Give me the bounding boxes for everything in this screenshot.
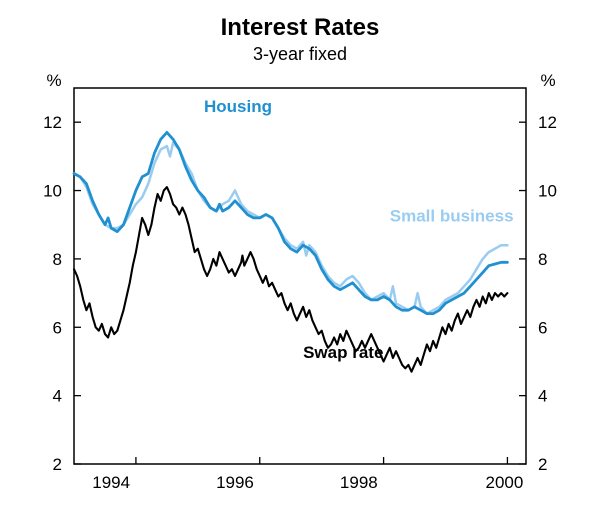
svg-text:8: 8 xyxy=(53,250,62,269)
svg-text:12: 12 xyxy=(43,113,62,132)
svg-text:12: 12 xyxy=(538,113,557,132)
svg-text:8: 8 xyxy=(538,250,547,269)
svg-text:2: 2 xyxy=(53,455,62,474)
svg-text:%: % xyxy=(46,71,61,90)
svg-text:Swap rate: Swap rate xyxy=(303,343,383,362)
svg-text:Small business: Small business xyxy=(390,206,514,225)
svg-text:10: 10 xyxy=(538,182,557,201)
svg-text:%: % xyxy=(540,71,555,90)
svg-text:10: 10 xyxy=(43,182,62,201)
svg-text:1994: 1994 xyxy=(92,473,130,492)
svg-text:4: 4 xyxy=(538,387,547,406)
svg-text:4: 4 xyxy=(53,387,62,406)
svg-text:Housing: Housing xyxy=(204,97,272,116)
svg-text:2000: 2000 xyxy=(486,473,524,492)
interest-rates-chart: Interest Rates 3-year fixed 224466881010… xyxy=(0,0,600,524)
svg-text:6: 6 xyxy=(53,318,62,337)
chart-svg: 2 2 4 4 6 6 8 8 10 10 12 12 1994 1996 1998 2000%% Housin… xyxy=(0,0,600,524)
svg-text:1996: 1996 xyxy=(216,473,254,492)
svg-text:1998: 1998 xyxy=(340,473,378,492)
svg-text:6: 6 xyxy=(538,318,547,337)
svg-text:2: 2 xyxy=(538,455,547,474)
